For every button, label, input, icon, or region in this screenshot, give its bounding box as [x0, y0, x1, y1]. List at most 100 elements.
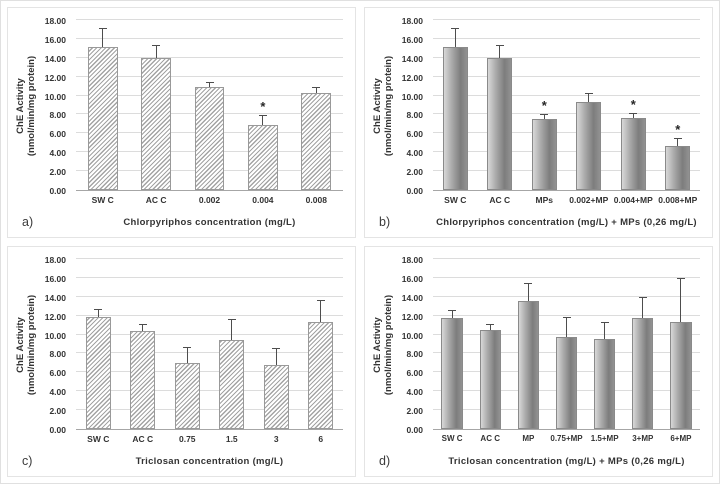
y-tick-label: 18.00: [44, 255, 66, 265]
y-tick-label: 4.00: [49, 148, 66, 159]
bar-SW C: [85, 316, 111, 429]
x-category-label: 0.008+MP: [658, 195, 698, 205]
x-category-label: 0.75: [178, 434, 196, 444]
error-bar-cap: [227, 319, 236, 321]
bar-0.002+MP: [576, 102, 602, 190]
y-tick-label: 16.00: [401, 34, 423, 45]
y-tick-label: 8.00: [406, 110, 423, 121]
y-tick-label: 2.00: [406, 167, 423, 178]
error-bar-cap: [98, 28, 107, 30]
y-tick-label: 8.00: [49, 110, 66, 121]
bar-0.004+MP: [620, 118, 646, 190]
chart-panel-c: ChE Activity (nmol/min/mg protein) 0.00 2…: [7, 246, 356, 477]
x-category-labels: SW C AC C 0.75 1.5 3 6: [76, 432, 343, 446]
error-bar: [275, 348, 277, 365]
x-category-label: AC C: [489, 195, 511, 205]
y-tick-label: 14.00: [44, 292, 66, 303]
error-bar: [142, 324, 144, 331]
x-category-labels: SW C AC C MP 0.75+MP 1.5+MP 3+MP 6+MP: [433, 432, 700, 446]
error-bar: [489, 324, 491, 331]
gridline: [433, 314, 700, 316]
error-bar: [262, 116, 264, 125]
error-bar-cap: [316, 299, 325, 301]
gridline: [433, 276, 700, 278]
bar-0.75+MP: [555, 337, 578, 429]
gridline: [433, 56, 700, 58]
gridline: [76, 56, 343, 58]
x-category-label: SW C: [91, 195, 114, 205]
x-category-label: 0.004: [252, 195, 274, 205]
x-category-label: 3: [273, 434, 279, 444]
bar-6+MP: [670, 321, 692, 429]
bar-SW C: [442, 47, 468, 190]
error-bar-cap: [138, 323, 147, 325]
y-tick-label: 0.00: [49, 186, 66, 196]
significance-asterisk: *: [630, 96, 636, 112]
error-bar: [454, 29, 456, 48]
error-bar: [451, 310, 453, 319]
bar-1.5: [219, 340, 245, 429]
error-bar-cap: [629, 112, 638, 114]
error-bar: [102, 29, 104, 48]
error-bar-cap: [451, 28, 460, 30]
x-category-label: 0.002: [198, 195, 221, 205]
x-axis-title: Chlorpyriphos concentration (mg/L): [123, 217, 296, 228]
chart-panel-a: ChE Activity (nmol/min/mg protein) 0.00 2…: [7, 7, 356, 238]
gridline: [76, 390, 343, 392]
chart-panel-b: ChE Activity (nmol/min/mg protein) 0.00 2…: [364, 7, 713, 238]
error-bar-cap: [94, 309, 103, 310]
x-category-label: SW C: [444, 195, 467, 205]
y-tick-label: 0.00: [406, 425, 423, 435]
gridline: [76, 295, 343, 297]
error-bar: [588, 94, 590, 103]
y-tick-label: 12.00: [44, 72, 66, 83]
gridline: [433, 94, 700, 96]
y-tick-label: 16.00: [44, 34, 66, 45]
x-category-labels: SW C AC C MPs 0.002+MP 0.004+MP 0.008+MP: [433, 193, 700, 207]
error-bar-cap: [205, 82, 214, 84]
error-bar: [186, 347, 188, 363]
y-tick-label: 4.00: [49, 387, 66, 398]
error-bar-cap: [673, 138, 682, 139]
error-bar-cap: [676, 278, 685, 280]
bar-AC C: [130, 330, 156, 429]
bar-3: [263, 364, 289, 429]
y-tick-label: 10.00: [44, 91, 66, 102]
y-tick-label: 0.00: [406, 186, 423, 196]
gridline: [433, 295, 700, 297]
error-bar-cap: [312, 87, 321, 88]
error-bar: [320, 300, 322, 323]
gridline: [433, 132, 700, 134]
y-tick-label: 8.00: [406, 349, 423, 360]
error-bar-cap: [600, 322, 609, 324]
y-tick-label: 12.00: [401, 72, 423, 83]
bar-0.004: [247, 124, 278, 190]
error-bar-cap: [183, 346, 192, 348]
gridline: [433, 37, 700, 39]
error-bar: [680, 279, 682, 322]
y-tick-label: 4.00: [406, 387, 423, 398]
significance-asterisk: *: [260, 99, 266, 115]
y-tick-label: 18.00: [44, 16, 66, 26]
y-tick-label: 10.00: [401, 91, 423, 102]
error-bar: [566, 317, 567, 338]
error-bar-cap: [448, 309, 457, 311]
bar-0.008+MP: [665, 145, 691, 190]
y-tick-labels: 0.00 2.00 4.00 6.00 8.00 10.00 12.00 14.00 16.00…: [8, 16, 70, 196]
y-tick-label: 2.00: [49, 406, 66, 417]
plot-area: *: [76, 19, 343, 191]
y-tick-label: 12.00: [401, 311, 423, 322]
error-bar-cap: [495, 45, 504, 47]
y-tick-label: 14.00: [401, 53, 423, 64]
y-tick-label: 14.00: [401, 292, 423, 303]
y-tick-labels: 0.00 2.00 4.00 6.00 8.00 10.00 12.00 14.00 16.00…: [8, 255, 70, 435]
y-tick-labels: 0.00 2.00 4.00 6.00 8.00 10.00 12.00 14.00 16.00…: [365, 16, 427, 196]
gridline: [76, 75, 343, 77]
x-category-labels: SW C AC C 0.002 0.004 0.008: [76, 193, 343, 207]
bar-AC C: [487, 57, 513, 190]
y-tick-label: 8.00: [49, 349, 66, 360]
error-bar: [231, 320, 233, 341]
x-category-label: 0.004+MP: [613, 195, 653, 205]
bar-0.75: [174, 362, 200, 429]
y-tick-label: 4.00: [406, 148, 423, 159]
